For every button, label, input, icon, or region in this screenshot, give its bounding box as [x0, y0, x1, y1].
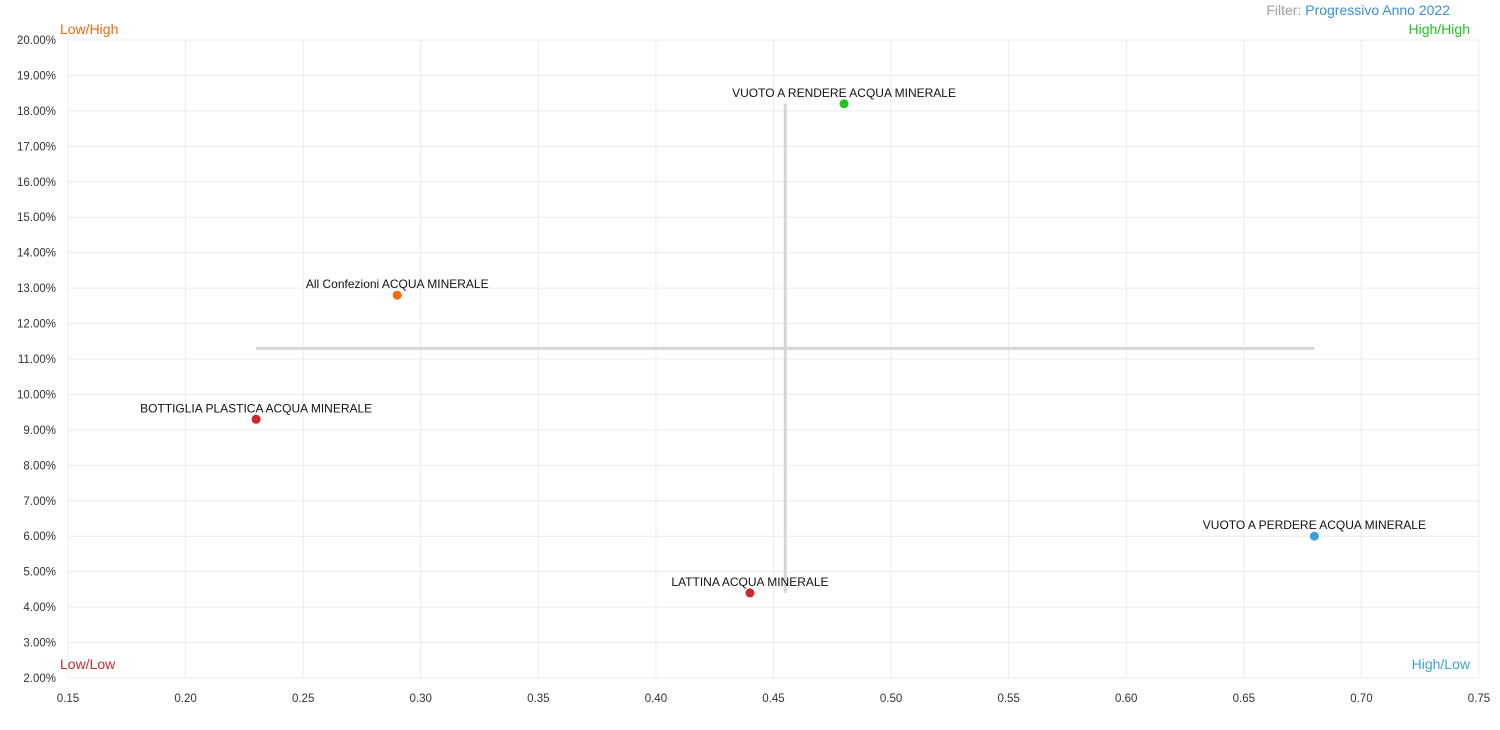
x-tick-label: 0.20: [174, 693, 196, 705]
y-tick-label: 19.00%: [17, 70, 56, 82]
data-point-label: LATTINA ACQUA MINERALE: [671, 575, 828, 589]
y-tick-label: 13.00%: [17, 283, 56, 295]
x-tick-label: 0.40: [645, 693, 667, 705]
data-point[interactable]: [745, 588, 755, 598]
filter-bar: Filter: Progressivo Anno 2022: [1266, 2, 1450, 18]
y-tick-label: 16.00%: [17, 177, 56, 189]
x-tick-label: 0.75: [1468, 693, 1490, 705]
y-tick-label: 7.00%: [23, 496, 56, 508]
y-tick-label: 14.00%: [17, 248, 56, 260]
x-tick-label: 0.70: [1350, 693, 1372, 705]
y-tick-label: 9.00%: [23, 425, 56, 437]
quadrant-label: High/Low: [1412, 656, 1471, 672]
y-tick-label: 10.00%: [17, 389, 56, 401]
y-tick-label: 11.00%: [18, 354, 56, 366]
x-tick-label: 0.30: [410, 693, 432, 705]
quadrant-label: High/High: [1409, 21, 1470, 37]
x-tick-label: 0.65: [1233, 693, 1255, 705]
data-point-label: All Confezioni ACQUA MINERALE: [306, 277, 489, 291]
data-point[interactable]: [392, 290, 402, 300]
data-point[interactable]: [251, 414, 261, 424]
filter-label: Filter:: [1266, 2, 1302, 18]
quadrant-label: Low/High: [60, 21, 118, 37]
filter-value[interactable]: Progressivo Anno 2022: [1305, 2, 1450, 18]
y-tick-label: 15.00%: [17, 212, 56, 224]
x-tick-label: 0.45: [762, 693, 784, 705]
y-tick-label: 3.00%: [23, 638, 56, 650]
x-tick-label: 0.25: [292, 693, 314, 705]
y-tick-label: 8.00%: [23, 460, 56, 472]
data-point-label: VUOTO A RENDERE ACQUA MINERALE: [732, 86, 956, 100]
y-tick-label: 18.00%: [17, 106, 56, 118]
y-tick-label: 6.00%: [23, 531, 56, 543]
data-point-label: BOTTIGLIA PLASTICA ACQUA MINERALE: [140, 401, 372, 415]
y-tick-label: 12.00%: [17, 319, 56, 331]
x-tick-label: 0.60: [1115, 693, 1137, 705]
y-tick-label: 4.00%: [23, 602, 56, 614]
x-tick-label: 0.55: [997, 693, 1019, 705]
data-point[interactable]: [839, 99, 849, 109]
y-tick-label: 5.00%: [23, 567, 56, 579]
x-tick-label: 0.50: [880, 693, 902, 705]
quadrant-label: Low/Low: [60, 656, 116, 672]
y-tick-label: 20.00%: [17, 35, 56, 47]
x-tick-label: 0.15: [57, 693, 79, 705]
data-point[interactable]: [1309, 531, 1319, 541]
y-tick-label: 17.00%: [17, 141, 56, 153]
data-point-label: VUOTO A PERDERE ACQUA MINERALE: [1203, 518, 1426, 532]
x-tick-label: 0.35: [527, 693, 549, 705]
y-tick-label: 2.00%: [23, 673, 56, 685]
